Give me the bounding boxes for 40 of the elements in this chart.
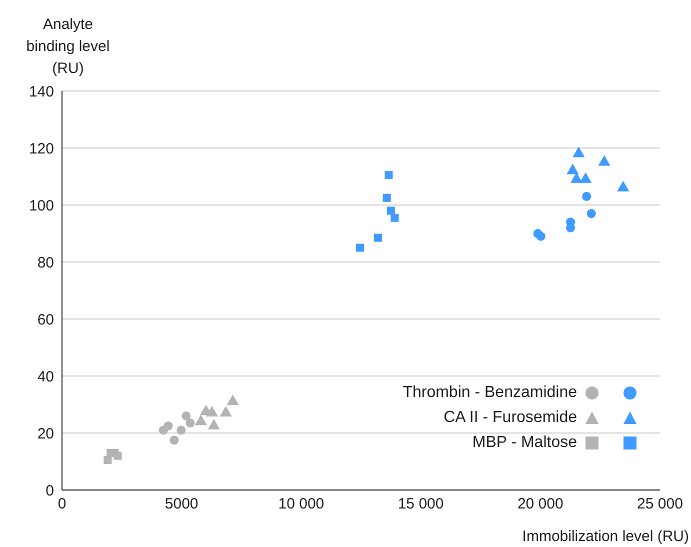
legend-label: MBP - Maltose bbox=[471, 434, 577, 452]
x-axis-title: Immobilization level (RU) bbox=[522, 528, 689, 545]
legend-label: CA II - Furosemide bbox=[442, 408, 577, 426]
point bbox=[386, 206, 395, 215]
legend-label: Thrombin - Benzamidine bbox=[402, 384, 577, 402]
point bbox=[382, 194, 391, 202]
point bbox=[206, 406, 218, 417]
y-tick-label: 140 bbox=[28, 83, 54, 100]
point bbox=[182, 411, 191, 420]
point bbox=[176, 426, 186, 435]
point bbox=[194, 414, 208, 426]
point bbox=[186, 418, 195, 428]
point bbox=[220, 406, 232, 417]
y-tick-label: 80 bbox=[37, 254, 54, 272]
x-tick-label: 10 000 bbox=[278, 496, 324, 513]
y-tick-label: 100 bbox=[28, 197, 54, 214]
point bbox=[170, 436, 179, 445]
y-tick-label: 120 bbox=[28, 140, 54, 158]
x-tick-label: 0 bbox=[58, 496, 66, 513]
point bbox=[582, 192, 592, 201]
point bbox=[536, 232, 546, 241]
x-tick-label: 20 000 bbox=[517, 496, 564, 513]
point bbox=[104, 456, 112, 464]
point bbox=[208, 418, 220, 430]
x-tick-label: 25 000 bbox=[637, 496, 683, 513]
point bbox=[384, 171, 393, 180]
y-tick-label: 60 bbox=[37, 311, 54, 328]
point bbox=[374, 234, 382, 242]
y-tick-label: 20 bbox=[37, 425, 54, 442]
y-axis-title: Analyte binding level (RU) bbox=[25, 15, 111, 79]
point bbox=[164, 421, 173, 430]
y-tick-label: 40 bbox=[37, 368, 54, 386]
point bbox=[114, 452, 122, 460]
point bbox=[586, 209, 596, 218]
point bbox=[390, 214, 399, 222]
x-tick-label: 15 000 bbox=[398, 496, 444, 513]
point bbox=[226, 394, 239, 406]
x-tick-label: 5000 bbox=[164, 496, 198, 513]
point bbox=[356, 244, 364, 252]
y-tick-label: 0 bbox=[46, 482, 54, 500]
